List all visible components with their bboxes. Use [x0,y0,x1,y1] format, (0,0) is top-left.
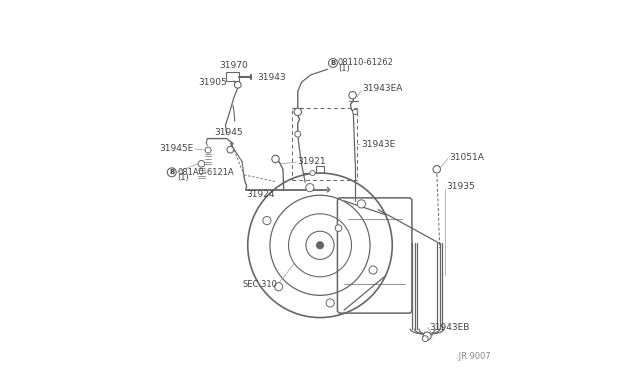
Circle shape [326,299,334,307]
Text: 31945: 31945 [214,128,243,137]
Bar [292,108,357,180]
Circle shape [353,109,358,115]
Circle shape [422,336,428,341]
Text: 31921: 31921 [298,157,326,166]
Circle shape [349,92,356,99]
Circle shape [248,173,392,318]
Circle shape [205,147,211,153]
Text: 31943E: 31943E [362,140,396,149]
Circle shape [294,108,301,116]
Circle shape [306,231,334,259]
Text: 31943EA: 31943EA [362,84,403,93]
Bar [226,72,239,81]
Text: 08110-61262: 08110-61262 [338,58,394,67]
Text: SEC.310: SEC.310 [243,280,277,289]
Text: 31943: 31943 [257,73,286,82]
Text: 31905: 31905 [198,78,227,87]
Text: 31945E: 31945E [160,144,194,153]
Circle shape [289,214,351,277]
Text: (1): (1) [338,64,349,73]
Text: .JR 9007: .JR 9007 [456,352,492,361]
Circle shape [295,131,301,137]
Text: 31051A: 31051A [449,153,484,161]
Circle shape [433,166,440,173]
Circle shape [198,160,205,167]
Circle shape [306,183,314,192]
Text: 31935: 31935 [446,182,475,191]
Circle shape [357,200,365,208]
Circle shape [275,283,283,291]
Circle shape [234,81,241,88]
Circle shape [310,170,315,176]
Text: 31970: 31970 [220,61,248,70]
Text: 081A0-6121A: 081A0-6121A [177,168,234,177]
Circle shape [316,241,324,249]
Circle shape [369,266,377,274]
Text: (1): (1) [177,173,189,182]
Circle shape [328,58,337,67]
Circle shape [423,332,431,340]
Circle shape [227,146,234,153]
Circle shape [270,195,370,295]
Text: B: B [330,60,335,66]
Circle shape [272,155,279,163]
Text: 31924: 31924 [246,190,275,199]
Circle shape [263,217,271,225]
Circle shape [335,225,342,231]
Circle shape [167,168,176,177]
Text: B: B [169,169,174,175]
Text: 31943EB: 31943EB [429,323,470,332]
